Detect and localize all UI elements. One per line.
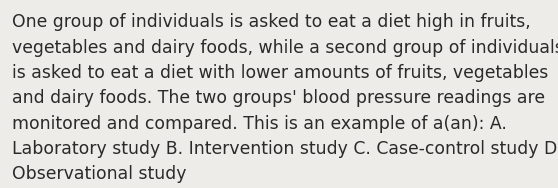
Text: Observational study: Observational study — [12, 165, 187, 183]
Text: and dairy foods. The two groups' blood pressure readings are: and dairy foods. The two groups' blood p… — [12, 89, 545, 107]
Text: is asked to eat a diet with lower amounts of fruits, vegetables: is asked to eat a diet with lower amount… — [12, 64, 549, 82]
Text: monitored and compared. This is an example of a(an): A.: monitored and compared. This is an examp… — [12, 115, 507, 133]
Text: Laboratory study B. Intervention study C. Case-control study D.: Laboratory study B. Intervention study C… — [12, 140, 558, 158]
Text: One group of individuals is asked to eat a diet high in fruits,: One group of individuals is asked to eat… — [12, 13, 531, 31]
Text: vegetables and dairy foods, while a second group of individuals: vegetables and dairy foods, while a seco… — [12, 39, 558, 57]
